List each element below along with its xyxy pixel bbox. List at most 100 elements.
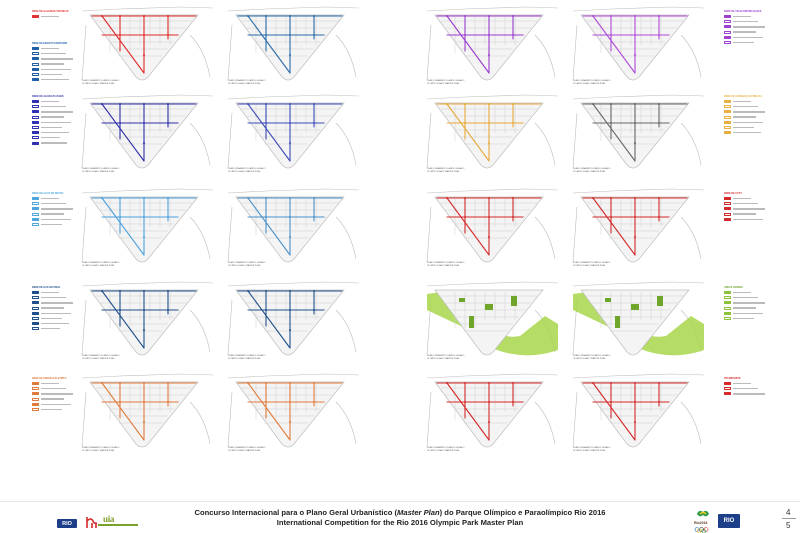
legend-row [32, 197, 76, 200]
network-node [265, 34, 267, 36]
network-node [634, 142, 636, 144]
legend-swatch [724, 25, 731, 29]
legend-swatch [724, 110, 731, 114]
legend-text-line [41, 322, 69, 325]
plan-caption-line1: PLANO URBANÍSTICO ANEXO LEGADO [228, 355, 266, 357]
page-number-current: 4 [786, 508, 791, 517]
legend-row [32, 207, 76, 211]
legend-row [32, 407, 76, 411]
legend-row [32, 62, 76, 66]
plan-caption-line2: OLYMPIC LEGACY MASTER PLAN [427, 82, 460, 85]
plan-caption-line1: PLANO URBANÍSTICO ANEXO LEGADO [228, 447, 266, 449]
legend-row [724, 212, 768, 216]
plan-thumbnail: PLANO URBANÍSTICO ANEXO LEGADO OLYMPIC LE… [425, 372, 560, 452]
network-node [464, 401, 466, 403]
plan-map [572, 373, 705, 448]
network-node [446, 382, 448, 384]
surrounding-roads [81, 188, 214, 263]
plan-caption: PLANO URBANÍSTICO ANEXO LEGADO OLYMPIC LE… [228, 80, 265, 85]
legend-reuso: REDE DE ÁGUA DE REÚSO [32, 192, 76, 228]
plan-caption: PLANO URBANÍSTICO ANEXO LEGADO OLYMPIC LE… [228, 447, 265, 452]
plan-thumbnail: PLANO URBANÍSTICO ANEXO LEGADO OLYMPIC LE… [571, 187, 706, 267]
legend-rows [32, 197, 76, 226]
legend-swatch [32, 136, 39, 140]
legend-text-line [41, 197, 59, 200]
plan-caption: PLANO URBANÍSTICO ANEXO LEGADO OLYMPIC LE… [573, 168, 610, 173]
network-node [488, 103, 490, 105]
network-node [634, 197, 636, 199]
legend-esgoto: REDE DE ESGOTO SANITÁRIO [32, 42, 76, 83]
legend-pluviais: REDE DE ÁGUAS PLUVIAIS [32, 95, 76, 147]
network-node [265, 216, 267, 218]
rio-prefeitura-logo-right: RIO [718, 514, 740, 528]
legend-row [32, 217, 76, 221]
legend-row [32, 100, 76, 103]
plan-caption: PLANO URBANÍSTICO ANEXO LEGADO OLYMPIC LE… [573, 355, 610, 360]
network-node [167, 122, 169, 124]
legend-row [32, 327, 76, 331]
network-node [101, 103, 103, 105]
legend-row [32, 78, 76, 82]
network-node [634, 421, 636, 423]
surrounding-roads [81, 281, 214, 356]
plan-caption-line2: OLYMPIC LEGACY MASTER PLAN [82, 264, 115, 267]
plan-caption-line1: PLANO URBANÍSTICO ANEXO LEGADO [228, 80, 266, 82]
plan-map [572, 6, 705, 81]
network-node [488, 122, 490, 124]
legend-areas-verdes: ÁREAS VERDES [724, 286, 768, 322]
legend-swatch [724, 296, 731, 300]
plan-caption: PLANO URBANÍSTICO ANEXO LEGADO OLYMPIC LE… [427, 355, 464, 360]
legend-text-line [733, 213, 756, 215]
legend-text-line [733, 111, 765, 113]
surrounding-roads [426, 373, 559, 448]
site-outline [580, 289, 690, 356]
plan-map [227, 373, 360, 448]
plan-caption: PLANO URBANÍSTICO ANEXO LEGADO OLYMPIC LE… [573, 447, 610, 452]
legend-swatch [724, 382, 731, 385]
legend-transporte: TRANSPORTE [724, 377, 768, 398]
plan-caption-line2: OLYMPIC LEGACY MASTER PLAN [82, 82, 115, 85]
plan-map [227, 188, 360, 263]
network-node [512, 103, 514, 105]
network-node [488, 382, 490, 384]
legend-row [32, 212, 76, 216]
surrounding-roads [227, 281, 360, 356]
legend-rows [724, 100, 768, 135]
footer-divider [0, 501, 800, 502]
legend-row [32, 105, 76, 109]
legend-swatch [32, 327, 39, 331]
network-node [119, 382, 121, 384]
network-node [119, 290, 121, 292]
rio-prefeitura-logo: RIO [57, 519, 77, 528]
network-node [289, 103, 291, 105]
rio-flower-logo [86, 517, 98, 528]
network-node [512, 401, 514, 403]
plan-caption-line1: PLANO URBANÍSTICO ANEXO LEGADO [228, 168, 266, 170]
legend-swatch [32, 382, 39, 385]
network-node [289, 329, 291, 331]
network-node [289, 382, 291, 384]
network-node [143, 34, 145, 36]
legend-swatch [724, 20, 731, 24]
legend-swatch [724, 100, 731, 103]
network-node [265, 122, 267, 124]
legend-swatch [32, 407, 39, 411]
legend-text-line [41, 106, 66, 108]
plan-caption-line2: OLYMPIC LEGACY MASTER PLAN [427, 264, 460, 267]
plan-caption-line1: PLANO URBANÍSTICO ANEXO LEGADO [573, 355, 611, 357]
network-node [247, 103, 249, 105]
legend-swatch [724, 115, 731, 119]
network-node [610, 216, 612, 218]
legend-energia: REDE DE ENERGIA ELÉTRICA [32, 377, 76, 413]
legend-swatch [32, 217, 39, 221]
legend-row [724, 125, 768, 129]
network-node [289, 290, 291, 292]
network-node [289, 216, 291, 218]
legend-text-line [733, 41, 754, 44]
plan-caption-line1: PLANO URBANÍSTICO ANEXO LEGADO [82, 80, 120, 82]
legend-swatch [724, 125, 731, 129]
plan-caption-line1: PLANO URBANÍSTICO ANEXO LEGADO [82, 262, 120, 264]
plan-caption-line2: OLYMPIC LEGACY MASTER PLAN [427, 357, 460, 360]
plan-thumbnail: PLANO URBANÍSTICO ANEXO LEGADO OLYMPIC LE… [80, 93, 215, 173]
plan-caption: PLANO URBANÍSTICO ANEXO LEGADO OLYMPIC LE… [82, 355, 119, 360]
